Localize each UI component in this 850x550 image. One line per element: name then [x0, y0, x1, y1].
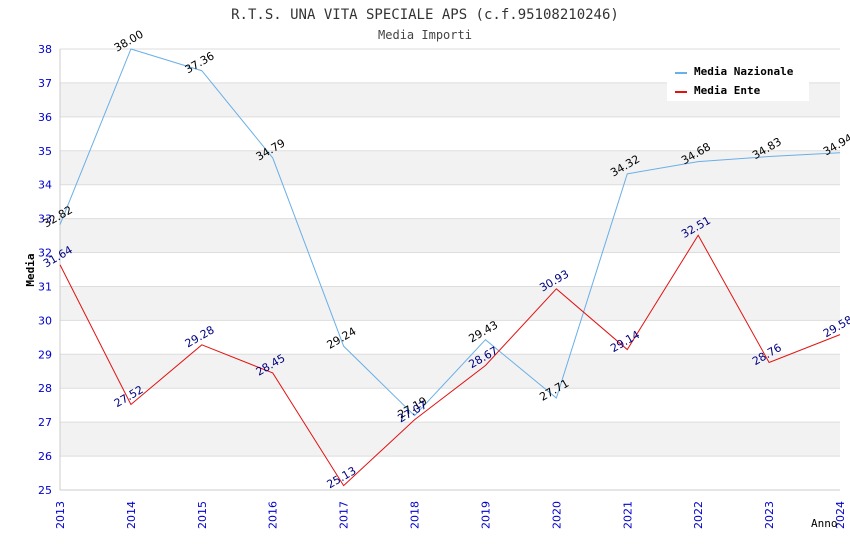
data-label: 29.14	[608, 328, 642, 355]
y-tick-label: 28	[38, 382, 52, 395]
x-tick-label: 2018	[409, 501, 422, 529]
legend: Media Nazionale Media Ente	[667, 61, 809, 101]
gridlines	[60, 48, 840, 491]
x-axis-title: Anno	[811, 517, 838, 530]
y-axis-title: Media	[24, 253, 37, 286]
y-tick-label: 33	[38, 213, 52, 226]
plot-band	[60, 150, 840, 185]
x-tick-label: 2024	[834, 501, 847, 529]
plot-background-bands	[60, 82, 840, 457]
y-tick-label: 35	[38, 145, 52, 158]
y-tick-label: 26	[38, 450, 52, 463]
legend-label-ente: Media Ente	[694, 84, 761, 97]
y-tick-labels: 25 26 27 28 29 30 31 32 33 34 35 36 37 38	[38, 43, 52, 497]
y-tick-label: 38	[38, 43, 52, 56]
data-label: 37.36	[183, 49, 217, 76]
x-tick-label: 2013	[54, 501, 67, 529]
y-tick-label: 30	[38, 314, 52, 327]
y-tick-label: 36	[38, 111, 52, 124]
x-tick-label: 2023	[763, 501, 776, 529]
x-tick-label: 2016	[267, 501, 280, 529]
plot-band	[60, 286, 840, 321]
x-tick-label: 2014	[125, 501, 138, 529]
y-tick-label: 37	[38, 77, 52, 90]
y-tick-label: 27	[38, 416, 52, 429]
x-tick-label: 2022	[692, 501, 705, 529]
y-tick-label: 32	[38, 247, 52, 260]
data-label: 25.13	[325, 464, 359, 491]
x-tick-labels: 2013 2014 2015 2016 2017 2018 2019 2020 2021 2022…	[54, 501, 847, 529]
x-tick-label: 2017	[338, 501, 351, 529]
chart-subtitle: Media Importi	[378, 28, 472, 42]
legend-box	[667, 61, 809, 101]
x-tick-label: 2019	[479, 501, 492, 529]
series-layer	[59, 48, 841, 487]
series-line-ente	[59, 234, 841, 487]
y-tick-label: 25	[38, 484, 52, 497]
series-line-national	[59, 48, 841, 417]
y-tick-label: 31	[38, 280, 52, 293]
data-label: 38.00	[112, 28, 146, 55]
legend-label-national: Media Nazionale	[694, 65, 794, 78]
y-tick-label: 29	[38, 348, 52, 361]
x-tick-label: 2020	[550, 501, 563, 529]
plot-band	[60, 354, 840, 389]
chart-title: R.T.S. UNA VITA SPECIALE APS (c.f.951082…	[231, 7, 619, 23]
x-tick-label: 2015	[196, 501, 209, 529]
plot-band	[60, 218, 840, 253]
plot-band	[60, 422, 840, 457]
data-label: 29.24	[325, 325, 359, 352]
x-tick-label: 2021	[621, 501, 634, 529]
y-tick-label: 34	[38, 179, 52, 192]
